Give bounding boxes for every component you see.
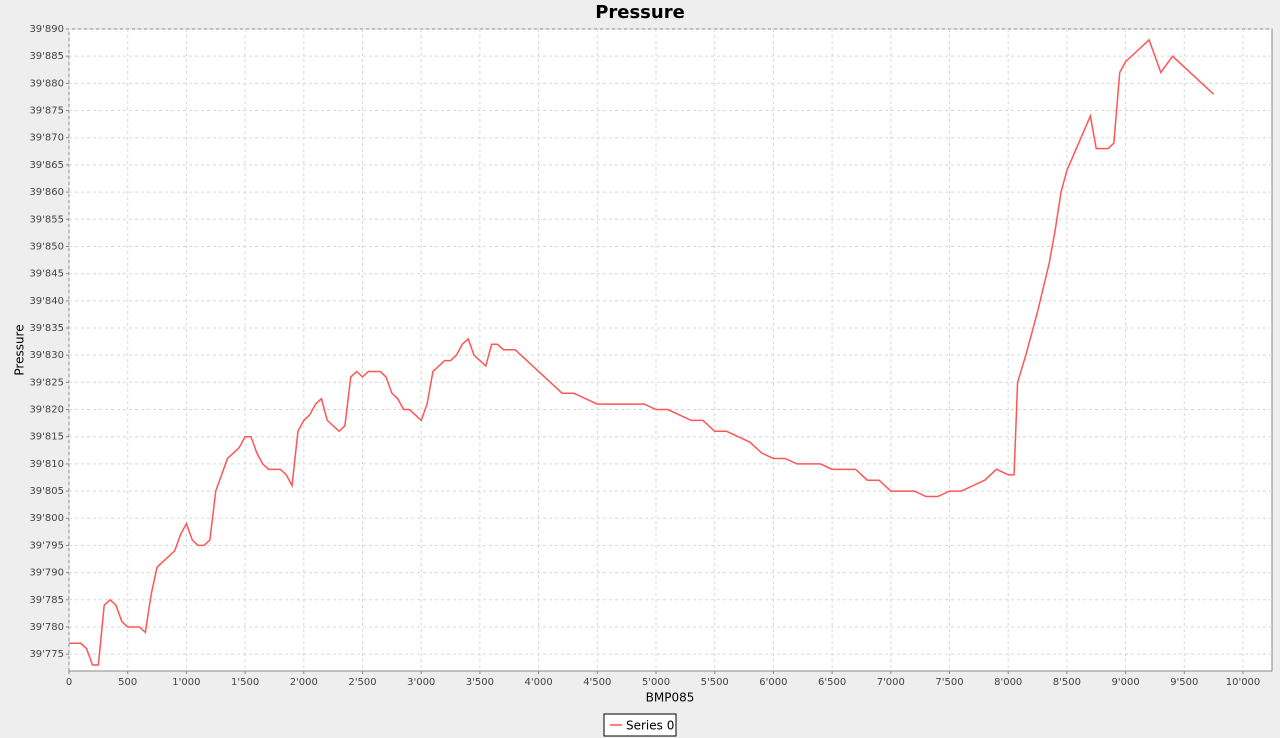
x-tick-label: 2'000 bbox=[290, 677, 318, 688]
x-axis-label: BMP085 bbox=[646, 691, 695, 705]
x-tick-label: 4'000 bbox=[524, 677, 552, 688]
x-tick-label: 7'500 bbox=[935, 677, 963, 688]
x-tick-label: 2'500 bbox=[348, 677, 376, 688]
y-tick-label: 39'845 bbox=[29, 269, 64, 280]
y-tick-label: 39'825 bbox=[29, 377, 64, 388]
y-tick-label: 39'780 bbox=[29, 622, 64, 633]
legend-label: Series 0 bbox=[626, 719, 674, 733]
y-tick-label: 39'885 bbox=[29, 51, 64, 62]
y-tick-label: 39'820 bbox=[29, 405, 64, 416]
x-tick-label: 6'500 bbox=[818, 677, 846, 688]
x-tick-label: 8'500 bbox=[1053, 677, 1081, 688]
x-tick-label: 3'000 bbox=[407, 677, 435, 688]
x-tick-label: 9'000 bbox=[1112, 677, 1140, 688]
x-tick-label: 8'000 bbox=[994, 677, 1022, 688]
x-tick-label: 4'500 bbox=[583, 677, 611, 688]
y-tick-label: 39'830 bbox=[29, 350, 64, 361]
y-tick-label: 39'855 bbox=[29, 214, 64, 225]
x-tick-label: 1'000 bbox=[172, 677, 200, 688]
y-tick-label: 39'875 bbox=[29, 106, 64, 117]
series-line bbox=[69, 38, 1215, 666]
legend: Series 0 bbox=[603, 713, 677, 737]
y-tick-label: 39'815 bbox=[29, 432, 64, 443]
y-tick-label: 39'860 bbox=[29, 187, 64, 198]
x-tick-label: 500 bbox=[118, 677, 137, 688]
chart-title: Pressure bbox=[595, 2, 685, 23]
x-tick-label: 0 bbox=[66, 677, 72, 688]
x-tick-label: 6'000 bbox=[759, 677, 787, 688]
x-tick-label: 10'000 bbox=[1226, 677, 1261, 688]
x-tick-label: 3'500 bbox=[466, 677, 494, 688]
x-tick-label: 1'500 bbox=[231, 677, 259, 688]
y-tick-label: 39'785 bbox=[29, 595, 64, 606]
y-tick-label: 39'870 bbox=[29, 133, 64, 144]
y-tick-label: 39'795 bbox=[29, 540, 64, 551]
y-tick-label: 39'835 bbox=[29, 323, 64, 334]
y-tick-label: 39'840 bbox=[29, 296, 64, 307]
plot-area bbox=[68, 28, 1273, 672]
x-tick-label: 7'000 bbox=[877, 677, 905, 688]
x-tick-label: 5'500 bbox=[701, 677, 729, 688]
y-tick-label: 39'800 bbox=[29, 513, 64, 524]
y-tick-label: 39'790 bbox=[29, 568, 64, 579]
y-axis-label: Pressure bbox=[13, 324, 27, 375]
y-tick-label: 39'865 bbox=[29, 160, 64, 171]
legend-box bbox=[603, 713, 677, 737]
y-tick-label: 39'805 bbox=[29, 486, 64, 497]
x-tick-label: 9'500 bbox=[1170, 677, 1198, 688]
y-tick-label: 39'880 bbox=[29, 78, 64, 89]
y-tick-label: 39'890 bbox=[29, 24, 64, 35]
y-tick-label: 39'775 bbox=[29, 649, 64, 660]
x-tick-label: 5'000 bbox=[642, 677, 670, 688]
y-tick-label: 39'850 bbox=[29, 241, 64, 252]
y-tick-label: 39'810 bbox=[29, 459, 64, 470]
